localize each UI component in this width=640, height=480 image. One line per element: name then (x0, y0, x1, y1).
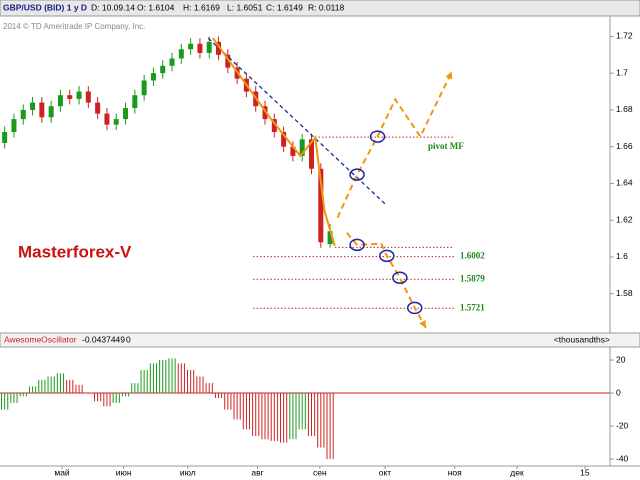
y-tick-label: 1.62 (616, 214, 633, 224)
header-high: H: 1.6169 (183, 2, 220, 12)
candle-body (169, 58, 175, 66)
copyright: 2014 © TD Ameritrade IP Company, Inc. (3, 22, 145, 31)
candle-body (290, 146, 296, 156)
candle-body (178, 49, 184, 59)
x-tick-label: май (54, 467, 70, 477)
candle-body (104, 113, 110, 125)
candle-body (188, 43, 194, 50)
candle-body (123, 108, 129, 120)
candle-body (206, 41, 212, 53)
header-close: C: 1.6149 (266, 2, 303, 12)
y-tick-label: 20 (616, 354, 626, 364)
pivot-circle (379, 249, 395, 263)
level-label: 1.5721 (460, 302, 485, 312)
y-tick-label: 1.64 (616, 178, 633, 188)
candle-body (262, 106, 268, 120)
candle-body (150, 73, 156, 81)
x-tick-label: авг (251, 467, 263, 477)
x-tick-label: окт (379, 467, 392, 477)
candle-body (20, 109, 26, 120)
candle-body (299, 139, 305, 156)
trend-line (207, 37, 388, 206)
candle-body (57, 95, 63, 107)
oscillator-value: -0.0437449 (82, 334, 125, 344)
level-label: 1.6002 (460, 251, 485, 261)
oscillator-name: AwesomeOscillator (4, 334, 77, 344)
arrow-head (419, 319, 426, 328)
candle-body (30, 102, 36, 110)
header-low: L: 1.6051 (227, 2, 263, 12)
candle-body (160, 65, 166, 74)
candle-body (113, 119, 119, 125)
y-tick-label: 1.66 (616, 141, 633, 151)
candle-body (141, 80, 147, 96)
oscillator-header (0, 332, 640, 348)
candle-body (197, 43, 203, 53)
y-tick-label: 1.68 (616, 104, 633, 114)
candle-body (85, 91, 91, 103)
pivot-circle (406, 301, 423, 315)
pivot-circle (349, 168, 365, 181)
projection (346, 232, 427, 329)
x-tick-label: июл (180, 467, 196, 477)
arrow-head (445, 71, 452, 80)
y-tick-label: 1.72 (616, 31, 633, 41)
x-tick-label: июн (116, 467, 132, 477)
x-tick-label: ноя (448, 467, 462, 477)
pivot-circle (369, 130, 386, 143)
candle-body (318, 168, 324, 243)
symbol: GBP/USD (BID) 1 y D (3, 2, 87, 12)
level-label: pivot MF (428, 141, 464, 151)
x-tick-label: сен (313, 467, 327, 477)
y-tick-label: 1.58 (616, 288, 633, 298)
x-tick-label: дек (510, 467, 524, 477)
candle-body (76, 91, 82, 99)
y-tick-label: -20 (616, 420, 629, 430)
y-tick-label: 0 (616, 387, 621, 397)
oscillator-units: <thousandths> (554, 334, 610, 344)
candle-body (67, 95, 73, 99)
y-tick-label: 1.7 (616, 67, 628, 77)
candle-body (48, 106, 54, 118)
header-bar (0, 0, 640, 17)
level-label: 1.5879 (460, 273, 485, 283)
header-range: R: 0.0118 (308, 2, 345, 12)
candle-body (95, 102, 101, 114)
candle-body (309, 139, 315, 169)
x-tick-label: 15 (580, 467, 590, 477)
candle-body (11, 119, 17, 132)
candle-body (132, 95, 138, 109)
y-tick-label: -40 (616, 453, 629, 463)
y-tick-label: 1.6 (616, 251, 628, 261)
candle-body (225, 54, 231, 68)
oscillator-zero: 0 (126, 334, 131, 344)
header-open: O: 1.6104 (137, 2, 175, 12)
header-date: D: 10.09.14 (91, 2, 135, 12)
candle-body (2, 131, 8, 144)
candle-body (39, 102, 45, 118)
projection (336, 71, 453, 219)
pivot-circle (349, 238, 365, 252)
candle-body (281, 131, 287, 147)
candle-body (271, 119, 277, 132)
projection (212, 37, 336, 247)
annotation: Masterforex-V (18, 242, 132, 261)
candle-body (327, 231, 333, 245)
pivot-circle (392, 271, 408, 285)
